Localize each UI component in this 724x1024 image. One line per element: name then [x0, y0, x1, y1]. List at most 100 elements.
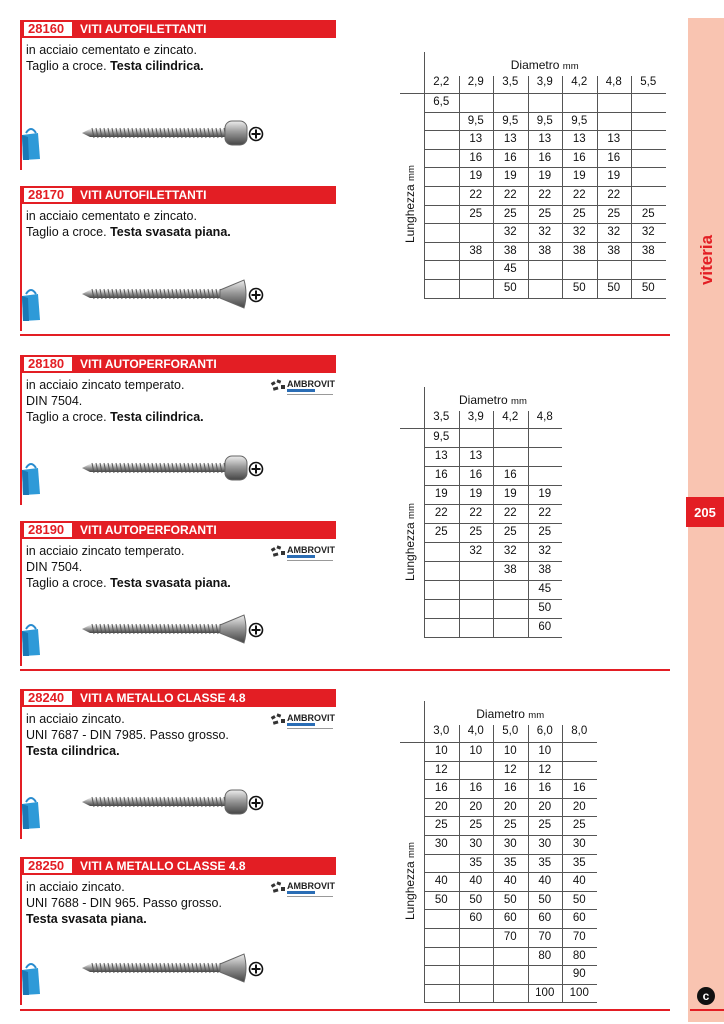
product-title: VITI AUTOPERFORANTI	[80, 523, 217, 537]
table-cell: 40	[434, 875, 448, 888]
product-title: VITI AUTOPERFORANTI	[80, 357, 217, 371]
phillips-cross-icon	[248, 795, 264, 811]
product-header: 28160 VITI AUTOFILETTANTI	[22, 20, 336, 38]
description-line: UNI 7688 - DIN 965. Passo grosso.	[26, 896, 222, 910]
product-header: 28170 VITI AUTOFILETTANTI	[22, 186, 336, 204]
row-line	[424, 835, 597, 836]
table-cell: 70	[572, 931, 586, 943]
length-label: Lunghezza mm	[403, 502, 417, 581]
product-28240: 28240 VITI A METALLO CLASSE 4.8 in accia…	[20, 689, 336, 839]
table-cell: 25	[607, 207, 621, 220]
row-line	[424, 599, 562, 600]
row-line	[424, 983, 597, 985]
table-cell: 16	[434, 782, 448, 795]
phillips-cross-icon	[248, 961, 264, 977]
table-cell: 60	[469, 912, 483, 925]
table-cell: 25	[434, 526, 448, 538]
table-cell: 13	[538, 133, 552, 146]
row-line	[424, 130, 666, 132]
package-bag-icon	[22, 963, 40, 995]
phillips-cross-icon	[248, 622, 264, 638]
column-line	[458, 725, 460, 1003]
table-cell: 25	[434, 819, 448, 832]
table-cell: 22	[607, 189, 621, 201]
row-line	[424, 204, 666, 206]
product-description: in acciaio cementato e zincato. Taglio a…	[22, 38, 254, 74]
length-label: Lunghezza mm	[403, 842, 417, 921]
row-line	[424, 797, 597, 799]
product-description: in acciaio zincato temperato. DIN 7504. …	[22, 539, 254, 591]
table-cell: 19	[572, 170, 586, 183]
table-cell: 30	[572, 838, 586, 850]
table-cell: 9,5	[571, 114, 588, 127]
table-cell: 35	[572, 856, 586, 869]
table-cell: 38	[607, 244, 621, 257]
table-cell: 16	[503, 151, 517, 164]
table-header-line	[400, 742, 597, 743]
table-cell: 30	[469, 838, 483, 850]
section-label: viteria	[697, 234, 716, 286]
product-28170: 28170 VITI AUTOFILETTANTI in acciaio cem…	[20, 186, 336, 331]
table-cell: 25	[469, 526, 483, 538]
row-line	[424, 167, 666, 169]
row-line	[424, 466, 562, 467]
table-cell: 38	[641, 244, 655, 257]
table-cell: 25	[538, 819, 552, 832]
table-cell: 22	[503, 189, 517, 201]
row-line	[424, 241, 666, 243]
row-line	[424, 779, 597, 781]
column-header: 6,0	[536, 725, 553, 737]
product-description: in acciaio zincato temperato. DIN 7504. …	[22, 373, 254, 425]
product-header: 28180 VITI AUTOPERFORANTI	[22, 355, 336, 373]
row-line	[424, 872, 597, 874]
table-cell: 40	[538, 875, 552, 888]
ambrovit-logo-text: AMBROVIT	[287, 545, 335, 555]
row-line	[424, 1002, 597, 1004]
table-cell: 22	[572, 189, 586, 201]
description-line: Testa cilindrica.	[26, 744, 120, 758]
description-line: DIN 7504.	[26, 394, 83, 408]
table-cell: 50	[607, 282, 621, 294]
ambrovit-logo-text: AMBROVIT	[287, 379, 335, 389]
table-cell: 60	[538, 621, 552, 633]
product-28180: 28180 VITI AUTOPERFORANTI in acciaio zin…	[20, 355, 336, 505]
product-description: in acciaio zincato. UNI 7687 - DIN 7985.…	[22, 707, 254, 759]
row-line	[424, 523, 562, 524]
table-cell: 38	[538, 244, 552, 257]
description-line: DIN 7504.	[26, 560, 83, 574]
table-axis-line	[424, 52, 425, 298]
description-line: in acciaio cementato e zincato.	[26, 43, 197, 57]
table-cell: 19	[503, 170, 517, 183]
row-line	[424, 946, 597, 948]
table-cell: 16	[572, 151, 586, 164]
table-cell: 22	[469, 189, 483, 201]
ambrovit-logo-text: AMBROVIT	[287, 713, 335, 723]
row-line	[424, 485, 562, 486]
row-line	[424, 760, 597, 762]
screw-image	[82, 614, 247, 644]
table-cell: 25	[469, 207, 483, 220]
table-cell: 32	[503, 545, 517, 557]
divider	[690, 1009, 724, 1011]
row-line	[424, 111, 666, 113]
table-cell: 12	[538, 763, 552, 776]
table-cell: 25	[503, 819, 517, 832]
table-cell: 22	[538, 507, 552, 519]
product-28250: 28250 VITI A METALLO CLASSE 4.8 in accia…	[20, 857, 336, 1005]
table-cell: 22	[469, 507, 483, 519]
table-cell: 22	[503, 507, 517, 519]
description-line: in acciaio zincato.	[26, 880, 125, 894]
product-code: 28240	[24, 691, 72, 705]
diameter-label: Diametro mm	[510, 58, 579, 72]
column-header: 2,9	[467, 76, 484, 88]
row-line	[424, 561, 562, 562]
table-cell: 25	[503, 526, 517, 538]
row-line	[424, 447, 562, 448]
table-cell: 20	[572, 800, 586, 813]
table-cell: 60	[503, 912, 517, 925]
table-cell: 100	[535, 986, 555, 999]
table-cell: 9,5	[536, 114, 553, 127]
ambrovit-logo: AMBROVIT	[270, 713, 335, 729]
table-cell: 16	[572, 782, 586, 795]
table-cell: 32	[538, 545, 552, 557]
